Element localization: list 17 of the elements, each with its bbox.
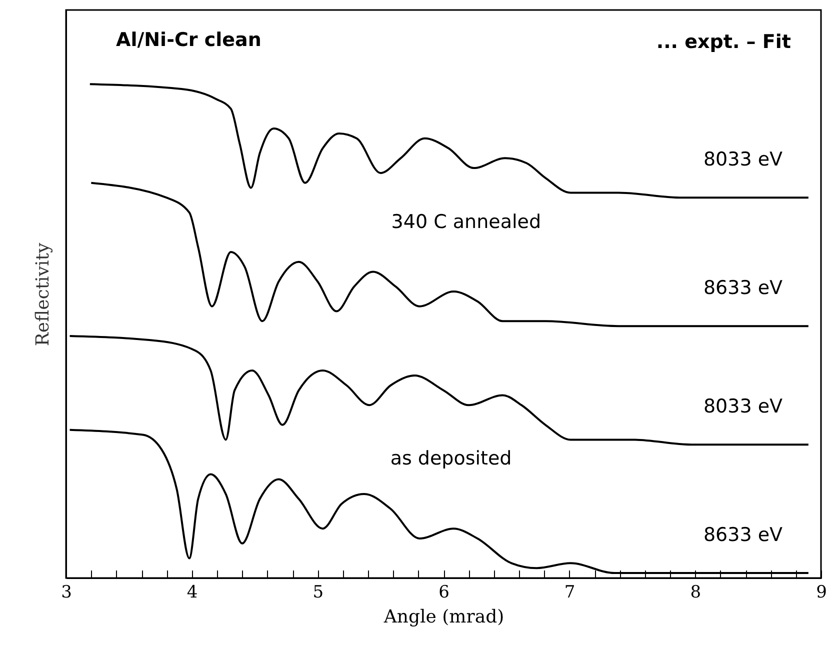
- x-axis-title: Angle (mrad): [382, 606, 504, 628]
- annotation: 340 C annealed: [391, 210, 541, 233]
- text: ... expt. – Fit: [656, 31, 791, 53]
- chart-title: Al/Ni-Cr clean: [116, 29, 262, 51]
- x-tick-label: 3: [61, 582, 72, 602]
- x-tick-label: 8: [690, 582, 702, 602]
- annotation: as deposited: [390, 448, 512, 470]
- x-tick-label: 4: [186, 582, 198, 602]
- x-tick-label: 7: [564, 582, 576, 602]
- series-label: 8033 eV: [703, 396, 783, 418]
- x-tick-label: 9: [816, 582, 827, 602]
- x-tick-label: 5: [312, 582, 324, 602]
- x-tick-label: 6: [438, 582, 450, 602]
- series-label: 8633 eV: [703, 524, 783, 546]
- y-axis-title: Reflectivity: [32, 242, 54, 346]
- series-label: 8033 eV: [703, 148, 783, 171]
- series-label: 8633 eV: [703, 277, 783, 300]
